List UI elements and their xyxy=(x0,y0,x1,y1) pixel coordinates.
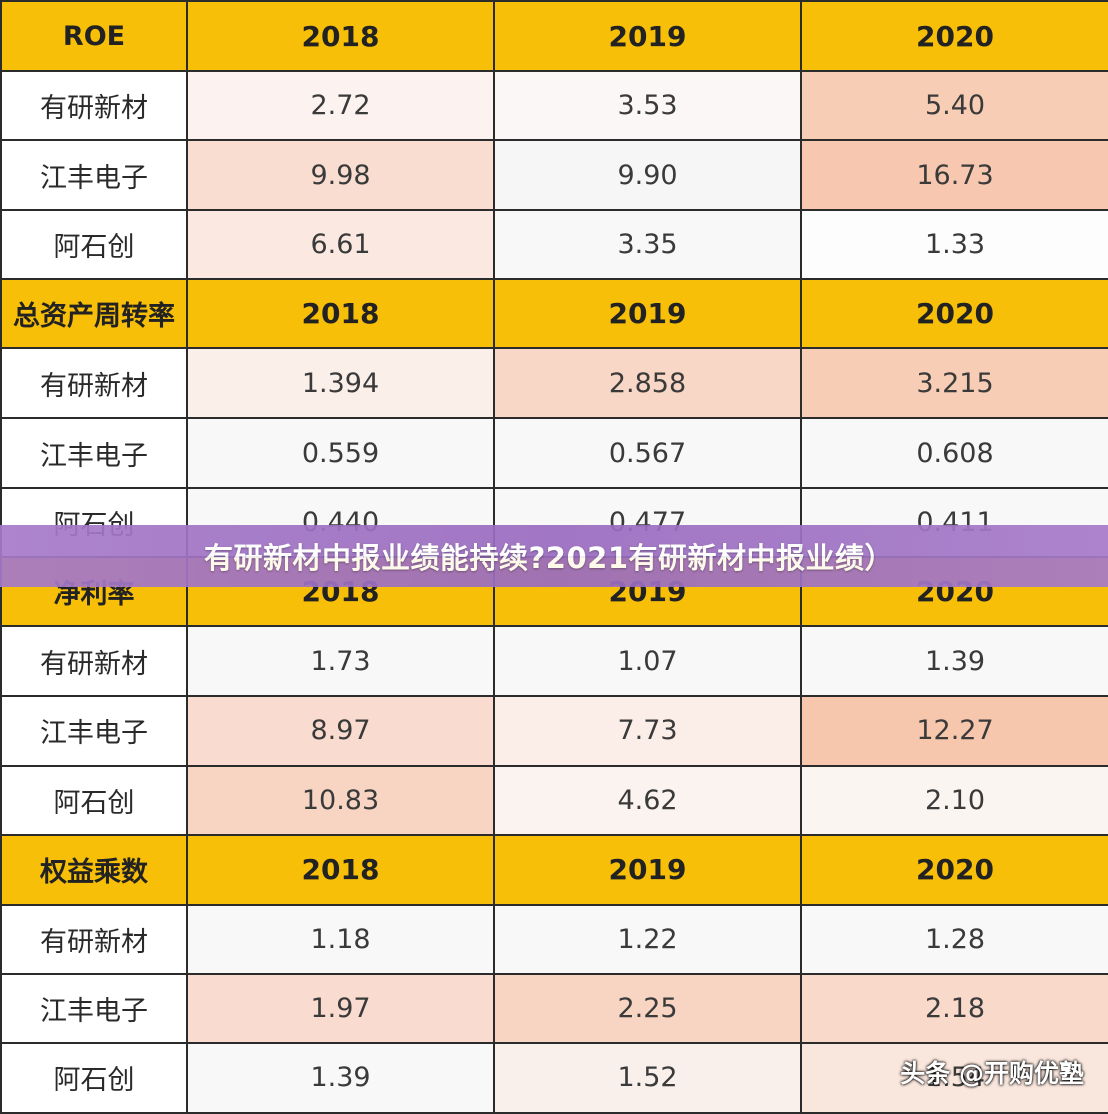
value-cell: 12.27 xyxy=(800,694,1108,767)
table-row: 阿石创 6.61 3.35 1.33 xyxy=(0,209,1108,281)
value-cell: 5.40 xyxy=(800,70,1108,142)
value-cell: 1.97 xyxy=(186,972,495,1044)
year-header: 2020 xyxy=(800,278,1108,350)
value-cell: 1.07 xyxy=(493,625,802,697)
value-cell: 1.28 xyxy=(800,903,1108,975)
metric-label: 总资产周转率 xyxy=(0,278,188,350)
value-cell: 3.35 xyxy=(493,209,802,281)
value-cell: 1.39 xyxy=(186,1041,495,1114)
value-cell: 1.39 xyxy=(800,625,1108,697)
value-cell: 3.53 xyxy=(493,70,802,142)
value-cell: 2.25 xyxy=(493,972,802,1044)
value-cell: 4.62 xyxy=(493,764,802,836)
table-row: 有研新材 1.73 1.07 1.39 xyxy=(0,625,1108,697)
value-cell: 0.608 xyxy=(800,417,1108,490)
table-row: 有研新材 2.72 3.53 5.40 xyxy=(0,70,1108,142)
table-row: 江丰电子 8.97 7.73 12.27 xyxy=(0,694,1108,767)
table-row: 江丰电子 0.559 0.567 0.608 xyxy=(0,417,1108,490)
value-cell: 9.90 xyxy=(493,139,802,212)
section-header-row: 总资产周转率 2018 2019 2020 xyxy=(0,278,1108,350)
value-cell: 1.22 xyxy=(493,903,802,975)
table-row: 江丰电子 9.98 9.90 16.73 xyxy=(0,139,1108,212)
table-row: 江丰电子 1.97 2.25 2.18 xyxy=(0,972,1108,1044)
value-cell: 1.54 xyxy=(800,1041,1108,1114)
value-cell: 16.73 xyxy=(800,139,1108,212)
banner-title: 有研新材中报业绩能持续?2021有研新材中报业绩） xyxy=(203,541,895,575)
value-cell: 2.858 xyxy=(493,347,802,420)
company-name: 有研新材 xyxy=(0,625,188,697)
company-name: 有研新材 xyxy=(0,70,188,142)
value-cell: 1.394 xyxy=(186,347,495,420)
value-cell: 2.72 xyxy=(186,70,495,142)
year-header: 2020 xyxy=(800,833,1108,906)
value-cell: 7.73 xyxy=(493,694,802,767)
table-row: 有研新材 1.394 2.858 3.215 xyxy=(0,347,1108,420)
table-row: 有研新材 1.18 1.22 1.28 xyxy=(0,903,1108,975)
company-name: 阿石创 xyxy=(0,764,188,836)
value-cell: 2.10 xyxy=(800,764,1108,836)
year-header: 2020 xyxy=(800,0,1108,73)
year-header: 2019 xyxy=(493,278,802,350)
company-name: 江丰电子 xyxy=(0,972,188,1044)
metric-label: ROE xyxy=(0,0,188,73)
value-cell: 6.61 xyxy=(186,209,495,281)
year-header: 2019 xyxy=(493,833,802,906)
company-name: 有研新材 xyxy=(0,347,188,420)
company-name: 江丰电子 xyxy=(0,139,188,212)
company-name: 阿石创 xyxy=(0,209,188,281)
value-cell: 1.18 xyxy=(186,903,495,975)
year-header: 2018 xyxy=(186,0,495,73)
metric-label: 权益乘数 xyxy=(0,833,188,906)
value-cell: 1.52 xyxy=(493,1041,802,1114)
year-header: 2018 xyxy=(186,833,495,906)
table-row: 阿石创 10.83 4.62 2.10 xyxy=(0,764,1108,836)
value-cell: 10.83 xyxy=(186,764,495,836)
value-cell: 9.98 xyxy=(186,139,495,212)
value-cell: 3.215 xyxy=(800,347,1108,420)
year-header: 2019 xyxy=(493,0,802,73)
value-cell: 1.73 xyxy=(186,625,495,697)
watermark: 头条 @开购优塾 xyxy=(900,1059,1084,1088)
value-cell: 0.559 xyxy=(186,417,495,490)
company-name: 有研新材 xyxy=(0,903,188,975)
year-header: 2018 xyxy=(186,278,495,350)
title-banner: 有研新材中报业绩能持续?2021有研新材中报业绩） xyxy=(0,525,1108,587)
company-name: 江丰电子 xyxy=(0,417,188,490)
table-row: 阿石创 1.39 1.52 1.54 xyxy=(0,1041,1108,1114)
value-cell: 0.567 xyxy=(493,417,802,490)
section-header-row: 权益乘数 2018 2019 2020 xyxy=(0,833,1108,906)
section-header-row: ROE 2018 2019 2020 xyxy=(0,0,1108,73)
company-name: 江丰电子 xyxy=(0,694,188,767)
company-name: 阿石创 xyxy=(0,1041,188,1114)
value-cell: 8.97 xyxy=(186,694,495,767)
value-cell: 2.18 xyxy=(800,972,1108,1044)
value-cell: 1.33 xyxy=(800,209,1108,281)
